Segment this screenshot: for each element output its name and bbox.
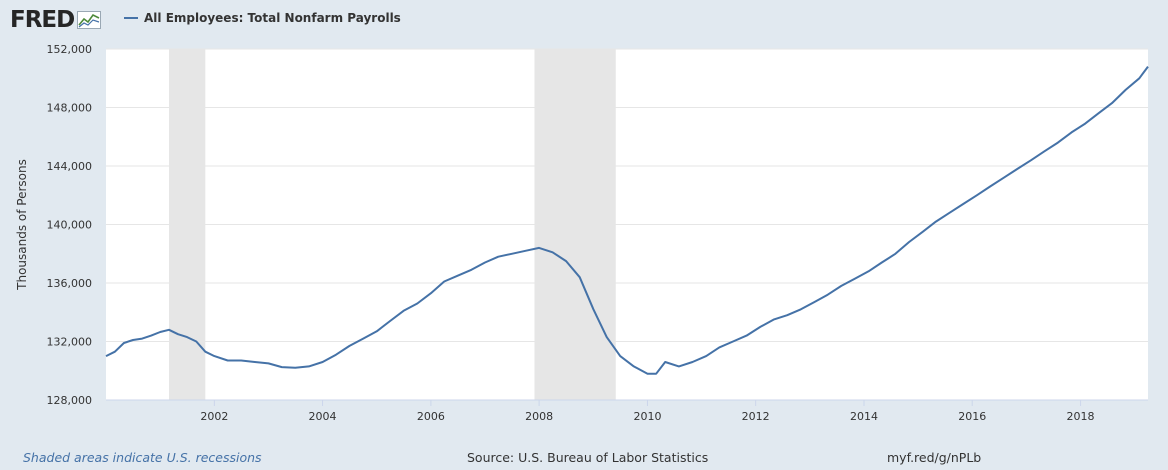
x-tick-label: 2002 xyxy=(200,410,228,423)
y-tick-label: 136,000 xyxy=(47,277,93,290)
y-tick-label: 152,000 xyxy=(47,43,93,56)
x-tick-label: 2006 xyxy=(417,410,445,423)
y-tick-label: 132,000 xyxy=(47,336,93,349)
y-tick-label: 140,000 xyxy=(47,219,93,232)
x-tick-label: 2016 xyxy=(958,410,986,423)
x-tick-label: 2008 xyxy=(525,410,553,423)
line-chart-icon xyxy=(77,11,102,29)
y-tick-label: 128,000 xyxy=(47,394,93,407)
fred-logo-text: FRED xyxy=(10,7,75,33)
fred-logo[interactable]: FRED xyxy=(10,6,102,34)
x-tick-label: 2010 xyxy=(633,410,661,423)
chart-legend: All Employees: Total Nonfarm Payrolls xyxy=(124,11,401,25)
line-chart[interactable]: 128,000 132,000 136,000 140,000 144,000 148,0… xyxy=(0,36,1168,444)
x-tick-label: 2018 xyxy=(1067,410,1095,423)
x-tick-label: 2014 xyxy=(850,410,878,423)
x-tick-label: 2004 xyxy=(309,410,337,423)
y-axis-label: Thousands of Persons xyxy=(15,159,29,291)
source-text: Source: U.S. Bureau of Labor Statistics xyxy=(467,450,709,465)
recession-note-link[interactable]: Shaded areas indicate U.S. recessions xyxy=(23,450,262,465)
y-tick-label: 148,000 xyxy=(47,102,93,115)
legend-swatch xyxy=(124,17,138,19)
legend-label: All Employees: Total Nonfarm Payrolls xyxy=(144,11,401,25)
series-line xyxy=(105,66,1149,375)
y-tick-label: 144,000 xyxy=(47,160,93,173)
chart-header: FRED All Employees: Total Nonfarm Payrol… xyxy=(0,0,1168,40)
x-tick-label: 2012 xyxy=(742,410,770,423)
short-url: myf.red/g/nPLb xyxy=(887,450,982,465)
chart-footer: Shaded areas indicate U.S. recessions So… xyxy=(0,448,1168,468)
